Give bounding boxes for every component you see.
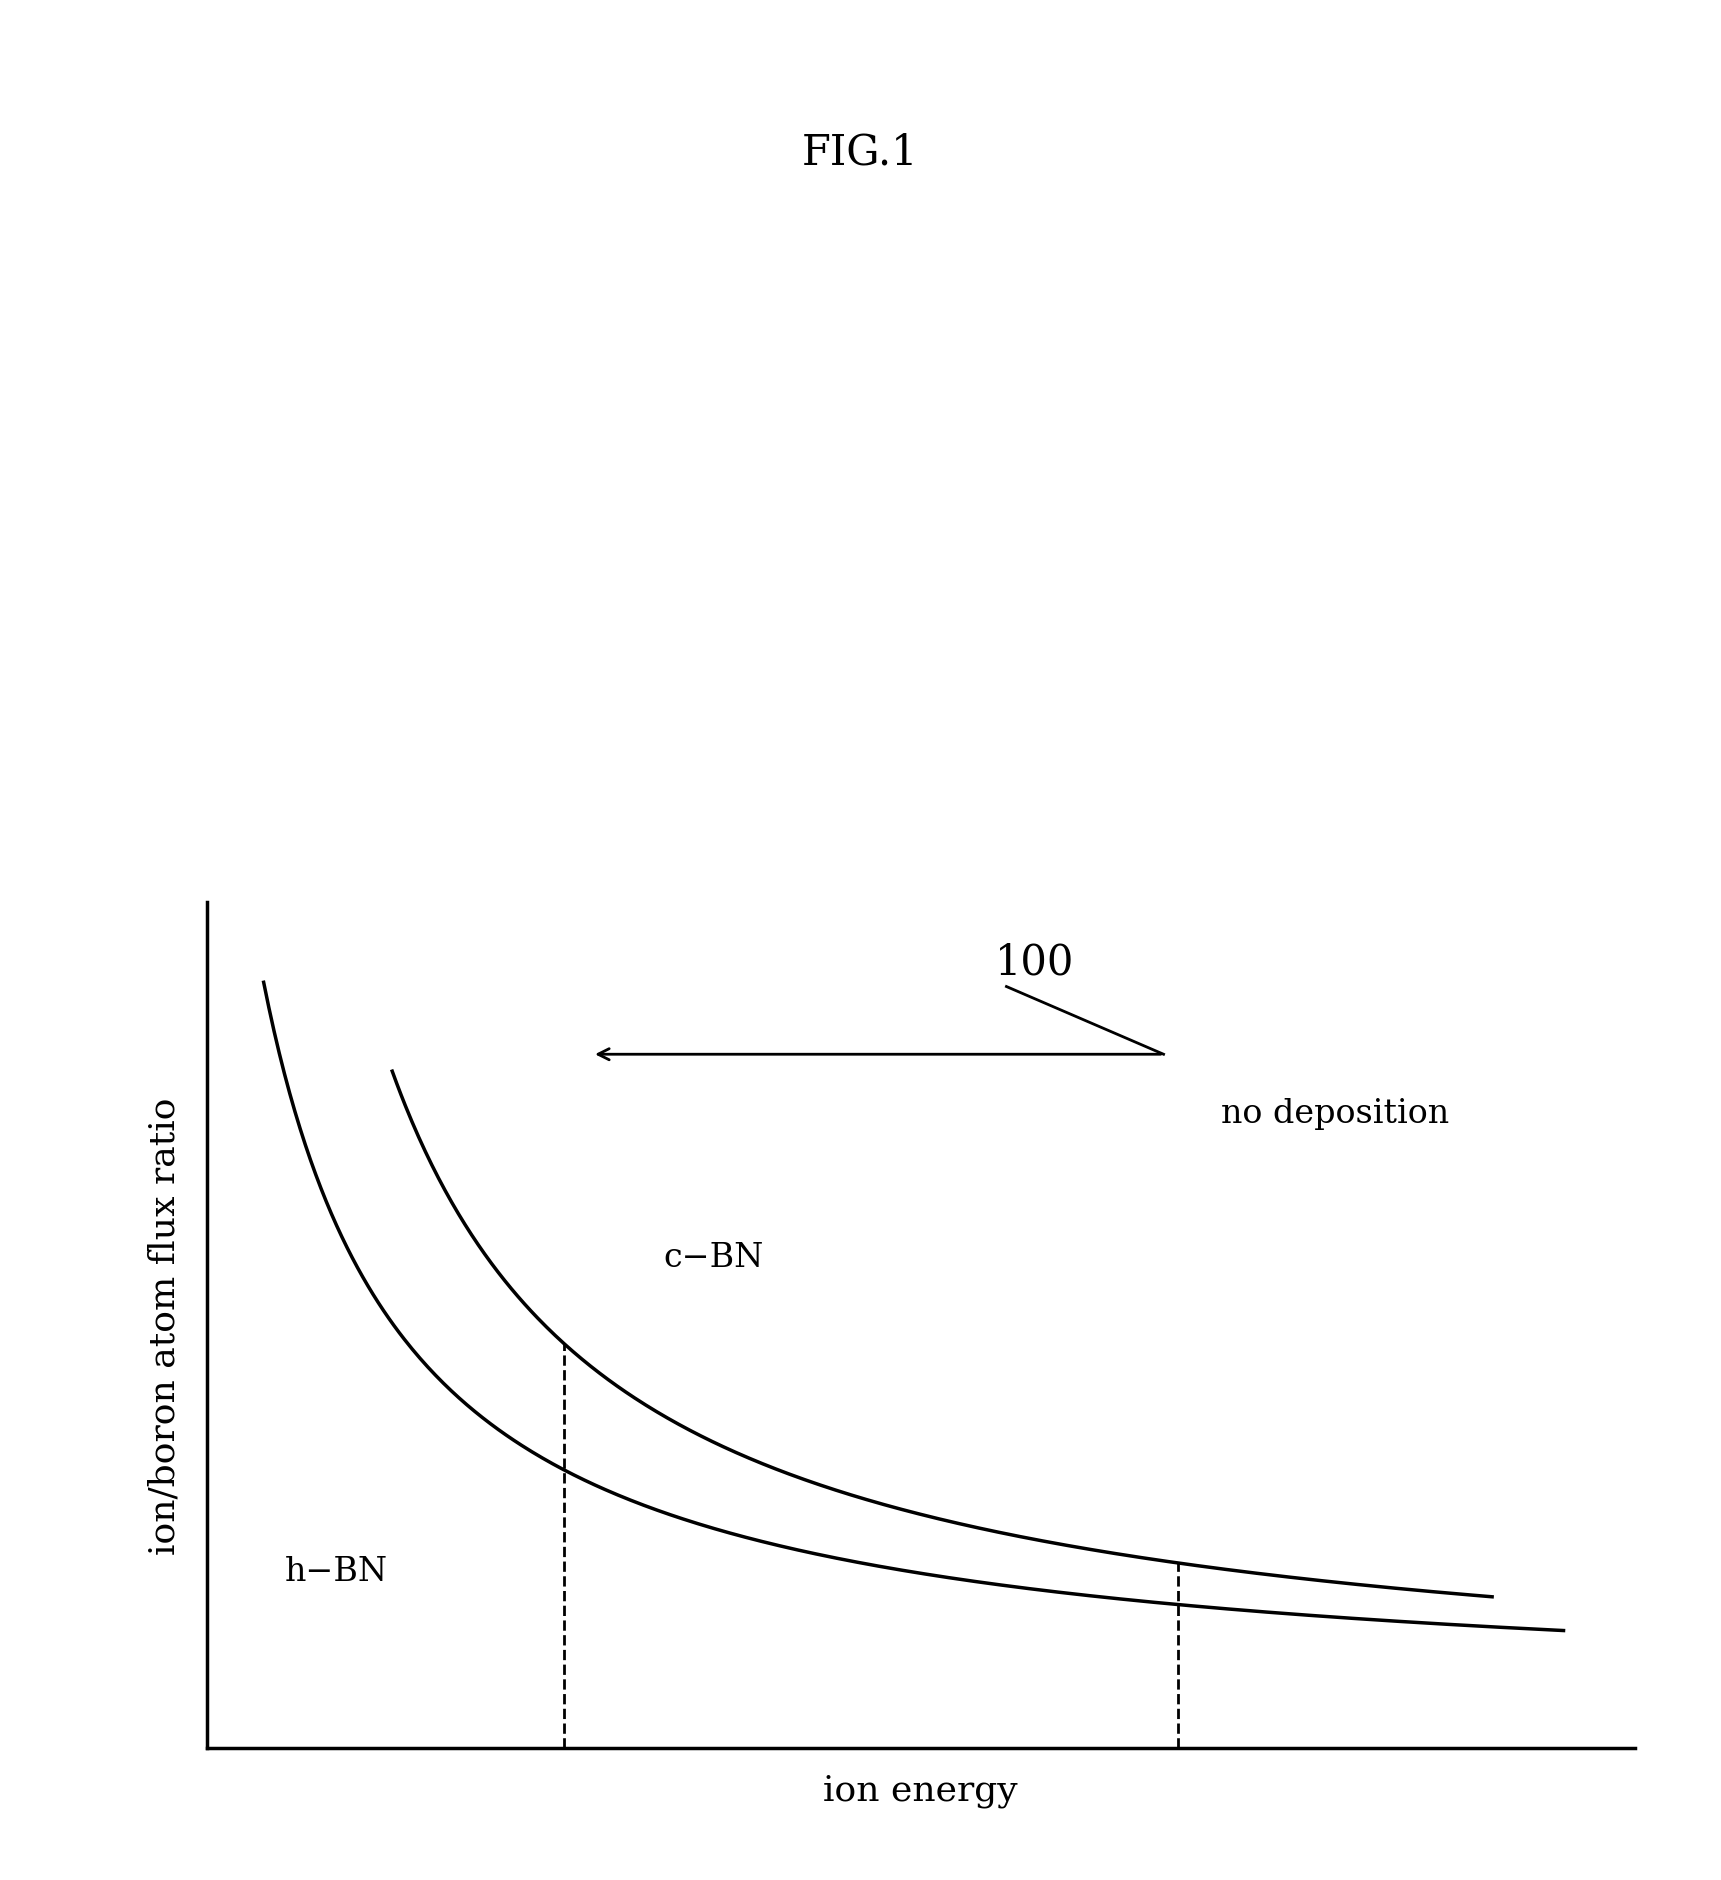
Text: h−BN: h−BN	[286, 1555, 389, 1587]
Y-axis label: ion/boron atom flux ratio: ion/boron atom flux ratio	[148, 1096, 181, 1555]
Text: c−BN: c−BN	[664, 1241, 764, 1275]
X-axis label: ion energy: ion energy	[823, 1773, 1019, 1807]
Text: 100: 100	[995, 940, 1074, 983]
Text: FIG.1: FIG.1	[802, 132, 919, 173]
Text: no deposition: no deposition	[1220, 1098, 1449, 1130]
